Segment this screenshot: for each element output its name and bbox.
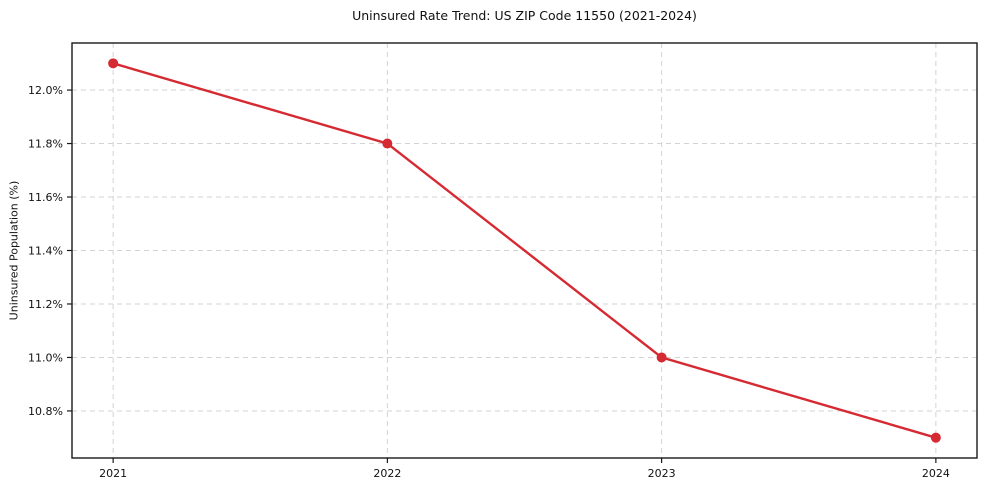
x-tick-label: 2024 — [922, 467, 950, 480]
y-tick-label: 11.6% — [28, 191, 63, 204]
y-tick-label: 11.2% — [28, 298, 63, 311]
x-tick-label: 2022 — [373, 467, 401, 480]
data-point-marker — [108, 58, 119, 69]
x-tick-label: 2023 — [648, 467, 676, 480]
y-tick-label: 11.0% — [28, 351, 63, 364]
data-point-marker — [382, 138, 393, 149]
y-tick-label: 12.0% — [28, 84, 63, 97]
trend-line — [111, 62, 938, 439]
data-point-marker — [656, 352, 667, 363]
y-tick-label: 10.8% — [28, 405, 63, 418]
data-point-marker — [930, 432, 941, 443]
x-tick-label: 2021 — [99, 467, 127, 480]
y-tick-label: 11.8% — [28, 138, 63, 151]
y-tick-label: 11.4% — [28, 245, 63, 258]
chart-title: Uninsured Rate Trend: US ZIP Code 11550 … — [352, 8, 697, 23]
